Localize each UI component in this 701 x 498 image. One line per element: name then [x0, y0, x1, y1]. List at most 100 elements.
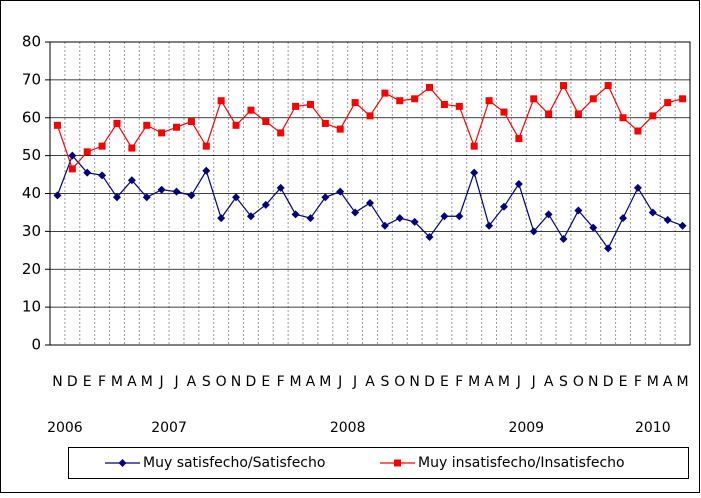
x-tick-label: E: [619, 374, 628, 390]
data-point: [246, 212, 255, 221]
x-tick-label: M: [290, 374, 302, 390]
x-tick-label: A: [663, 374, 673, 390]
data-point: [544, 210, 553, 219]
data-point: [306, 214, 315, 223]
data-point: [366, 112, 374, 120]
y-tick-label: 80: [22, 33, 41, 51]
data-point: [321, 119, 329, 127]
x-tick-label: M: [468, 374, 480, 390]
data-point: [113, 119, 121, 127]
legend-label: Muy satisfecho/Satisfecho: [143, 455, 325, 471]
data-point: [664, 99, 672, 107]
data-point: [172, 187, 181, 196]
x-tick-label: F: [277, 374, 285, 390]
x-tick-label: E: [83, 374, 92, 390]
year-label: 2006: [47, 420, 83, 436]
x-tick-label: F: [634, 374, 642, 390]
data-point: [574, 206, 583, 215]
x-tick-label: J: [516, 374, 521, 390]
x-tick-label: A: [127, 374, 137, 390]
x-tick-label: M: [111, 374, 123, 390]
x-tick-label: S: [380, 374, 389, 390]
data-point: [68, 165, 76, 173]
data-point: [247, 106, 255, 114]
x-tick-label: J: [159, 374, 164, 390]
x-tick-label: M: [498, 374, 510, 390]
x-tick-label: D: [67, 374, 78, 390]
year-label: 2007: [151, 420, 187, 436]
x-tick-label: D: [424, 374, 435, 390]
data-point: [559, 234, 568, 243]
data-point: [485, 97, 493, 105]
data-point: [351, 208, 360, 217]
year-label: 2008: [330, 420, 366, 436]
x-tick-label: J: [531, 374, 536, 390]
y-tick-label: 0: [31, 336, 41, 354]
data-point: [425, 233, 434, 242]
data-point: [83, 148, 91, 156]
data-point: [336, 125, 344, 133]
y-tick-label: 20: [22, 260, 41, 278]
data-point: [157, 185, 166, 194]
data-point: [68, 151, 77, 160]
data-point: [158, 129, 166, 137]
data-point: [306, 100, 314, 108]
year-label: 2009: [508, 420, 544, 436]
x-tick-label: S: [559, 374, 568, 390]
x-tick-label: N: [588, 374, 598, 390]
x-tick-label: E: [261, 374, 270, 390]
data-point: [321, 193, 330, 202]
data-point: [679, 95, 687, 103]
data-point: [276, 183, 285, 192]
data-point: [396, 97, 404, 105]
data-point: [395, 214, 404, 223]
data-point: [678, 221, 687, 230]
data-point: [470, 168, 479, 177]
x-tick-label: A: [187, 374, 197, 390]
x-tick-label: A: [365, 374, 375, 390]
x-tick-label: D: [246, 374, 257, 390]
data-point: [217, 214, 226, 223]
data-point: [128, 144, 136, 152]
data-point: [604, 244, 613, 253]
x-tick-label: M: [647, 374, 659, 390]
data-point: [529, 227, 538, 236]
x-tick-label: O: [216, 374, 227, 390]
y-tick-label: 70: [22, 70, 41, 88]
data-point: [514, 180, 523, 189]
data-point: [619, 114, 627, 122]
data-point: [426, 83, 434, 91]
x-tick-label: M: [141, 374, 153, 390]
legend-label: Muy insatisfecho/Insatisfecho: [418, 455, 625, 471]
data-point: [112, 193, 121, 202]
x-tick-label: F: [98, 374, 106, 390]
x-tick-label: J: [337, 374, 342, 390]
x-tick-label: M: [677, 374, 689, 390]
x-tick-label: O: [573, 374, 584, 390]
data-point: [277, 129, 285, 137]
y-tick-label: 50: [22, 146, 41, 164]
data-point: [574, 110, 582, 118]
x-tick-label: N: [409, 374, 419, 390]
data-point: [604, 82, 612, 90]
legend-marker: [394, 459, 401, 467]
data-point: [173, 123, 181, 131]
y-tick-label: 30: [22, 222, 41, 240]
data-point: [380, 221, 389, 230]
x-tick-label: J: [352, 374, 357, 390]
data-point: [187, 191, 196, 200]
x-tick-label: E: [440, 374, 449, 390]
year-label: 2010: [635, 420, 671, 436]
data-point: [515, 135, 523, 143]
data-point: [470, 142, 478, 150]
data-point: [202, 166, 211, 175]
data-point: [351, 99, 359, 107]
x-tick-label: D: [603, 374, 614, 390]
data-point: [232, 121, 240, 129]
data-point: [619, 214, 628, 223]
x-tick-label: N: [52, 374, 62, 390]
data-point: [143, 121, 151, 129]
data-point: [53, 121, 61, 129]
data-point: [187, 118, 195, 126]
